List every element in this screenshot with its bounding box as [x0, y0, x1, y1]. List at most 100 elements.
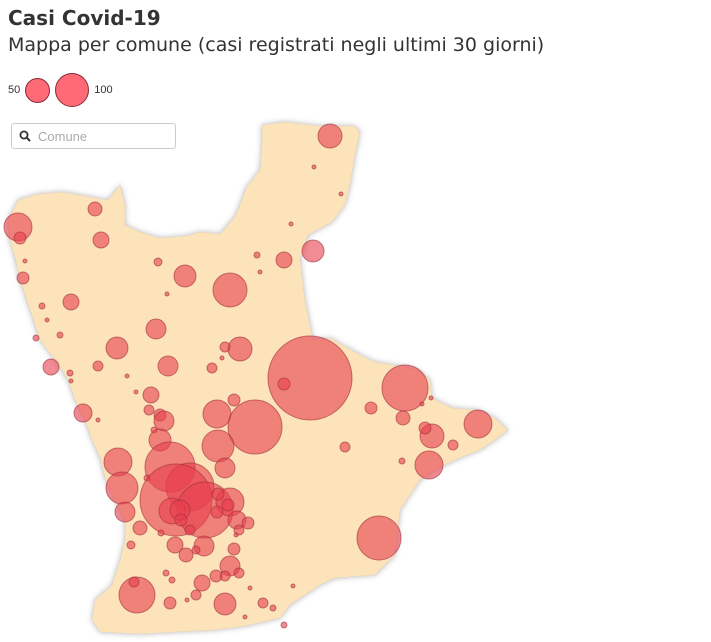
comune-bubble[interactable] — [118, 576, 156, 614]
comune-search-box[interactable] — [11, 123, 176, 149]
comune-bubble[interactable] — [221, 498, 235, 512]
comune-bubble[interactable] — [247, 585, 253, 591]
comune-bubble[interactable] — [153, 410, 175, 432]
comune-bubble[interactable] — [209, 569, 223, 583]
comune-bubble[interactable] — [184, 524, 196, 536]
comune-bubble[interactable] — [339, 441, 351, 453]
comune-bubble[interactable] — [38, 302, 46, 310]
comune-bubble[interactable] — [301, 239, 325, 263]
comune-bubble[interactable] — [128, 576, 140, 588]
comune-bubble[interactable] — [173, 264, 197, 288]
comune-bubble[interactable] — [105, 336, 129, 360]
comune-bubble[interactable] — [210, 505, 224, 519]
comune-bubble[interactable] — [166, 536, 184, 554]
comune-bubble[interactable] — [145, 318, 167, 340]
comune-bubble[interactable] — [13, 231, 27, 245]
comune-bubble[interactable] — [16, 271, 30, 285]
province-map[interactable] — [0, 115, 711, 642]
comune-bubble[interactable] — [114, 501, 136, 523]
comune-bubble[interactable] — [126, 540, 136, 550]
province-region — [7, 121, 509, 635]
comune-bubble[interactable] — [233, 524, 245, 536]
comune-bubble[interactable] — [178, 547, 194, 563]
comune-bubble[interactable] — [227, 542, 241, 556]
comune-bubble[interactable] — [87, 201, 103, 217]
comune-bubble[interactable] — [227, 336, 253, 362]
comune-bubble[interactable] — [56, 331, 64, 339]
comune-bubble[interactable] — [418, 421, 432, 435]
comune-bubble[interactable] — [257, 597, 269, 609]
legend-small-label: 50 — [8, 84, 21, 96]
comune-bubble[interactable] — [214, 457, 236, 479]
comune-search-input[interactable] — [36, 127, 170, 145]
comune-bubble[interactable] — [242, 614, 248, 620]
comune-bubble[interactable] — [233, 567, 245, 579]
comune-bubble[interactable] — [157, 529, 165, 537]
comune-bubble[interactable] — [184, 597, 190, 603]
comune-bubble[interactable] — [42, 358, 60, 376]
comune-bubble[interactable] — [288, 221, 294, 227]
comune-bubble[interactable] — [219, 341, 231, 353]
comune-bubble[interactable] — [168, 576, 176, 584]
comune-bubble[interactable] — [68, 378, 74, 384]
comune-bubble[interactable] — [269, 604, 277, 612]
comune-bubble[interactable] — [463, 409, 493, 439]
comune-bubble[interactable] — [202, 399, 232, 429]
comune-bubble[interactable] — [32, 334, 40, 342]
comune-bubble[interactable] — [164, 291, 170, 297]
comune-bubble[interactable] — [124, 373, 130, 379]
comune-bubble[interactable] — [275, 251, 293, 269]
comune-bubble[interactable] — [190, 589, 202, 601]
comune-bubble[interactable] — [317, 123, 343, 149]
comune-bubble[interactable] — [212, 272, 248, 308]
comune-bubble[interactable] — [419, 401, 425, 407]
comune-bubble[interactable] — [447, 439, 459, 451]
comune-bubble[interactable] — [311, 164, 317, 170]
comune-bubble[interactable] — [241, 516, 255, 530]
comune-bubble[interactable] — [227, 393, 241, 407]
comune-bubble[interactable] — [193, 574, 211, 592]
comune-bubble[interactable] — [280, 621, 288, 629]
comune-bubble[interactable] — [142, 386, 160, 404]
comune-bubble[interactable] — [267, 335, 353, 421]
comune-bubble[interactable] — [201, 429, 235, 463]
comune-bubble[interactable] — [227, 399, 283, 455]
comune-bubble[interactable] — [44, 317, 50, 323]
map-title: Casi Covid-19 — [8, 6, 161, 30]
comune-bubble[interactable] — [95, 417, 101, 423]
comune-bubble[interactable] — [219, 355, 225, 361]
comune-bubble[interactable] — [105, 471, 139, 505]
comune-bubble[interactable] — [428, 395, 434, 401]
comune-bubble[interactable] — [22, 258, 28, 264]
comune-bubble[interactable] — [414, 450, 444, 480]
comune-bubble[interactable] — [364, 401, 378, 415]
comune-bubble[interactable] — [92, 231, 110, 249]
comune-bubble[interactable] — [162, 569, 170, 577]
comune-bubble[interactable] — [163, 596, 177, 610]
comune-bubble[interactable] — [206, 362, 218, 374]
comune-bubble[interactable] — [213, 592, 237, 616]
comune-bubble[interactable] — [277, 377, 291, 391]
comune-bubble[interactable] — [233, 532, 239, 538]
comune-bubble[interactable] — [338, 191, 344, 197]
comune-bubble[interactable] — [157, 355, 179, 377]
comune-bubble[interactable] — [62, 293, 80, 311]
comune-bubble[interactable] — [92, 360, 104, 372]
comune-bubble[interactable] — [174, 513, 188, 527]
comune-bubble[interactable] — [133, 389, 139, 395]
comune-bubble[interactable] — [103, 447, 133, 477]
comune-bubble[interactable] — [398, 457, 406, 465]
comune-bubble[interactable] — [191, 545, 201, 555]
comune-bubble[interactable] — [143, 404, 155, 416]
comune-bubble[interactable] — [257, 269, 263, 275]
comune-bubble[interactable] — [290, 583, 296, 589]
comune-bubble[interactable] — [356, 515, 402, 561]
comune-bubble[interactable] — [66, 369, 74, 377]
comune-bubble[interactable] — [153, 257, 163, 267]
comune-bubble[interactable] — [211, 487, 225, 501]
comune-bubble[interactable] — [395, 410, 411, 426]
legend-small-circle — [25, 77, 51, 103]
comune-bubble[interactable] — [253, 251, 261, 259]
comune-bubble[interactable] — [73, 403, 93, 423]
comune-bubble[interactable] — [132, 520, 148, 536]
